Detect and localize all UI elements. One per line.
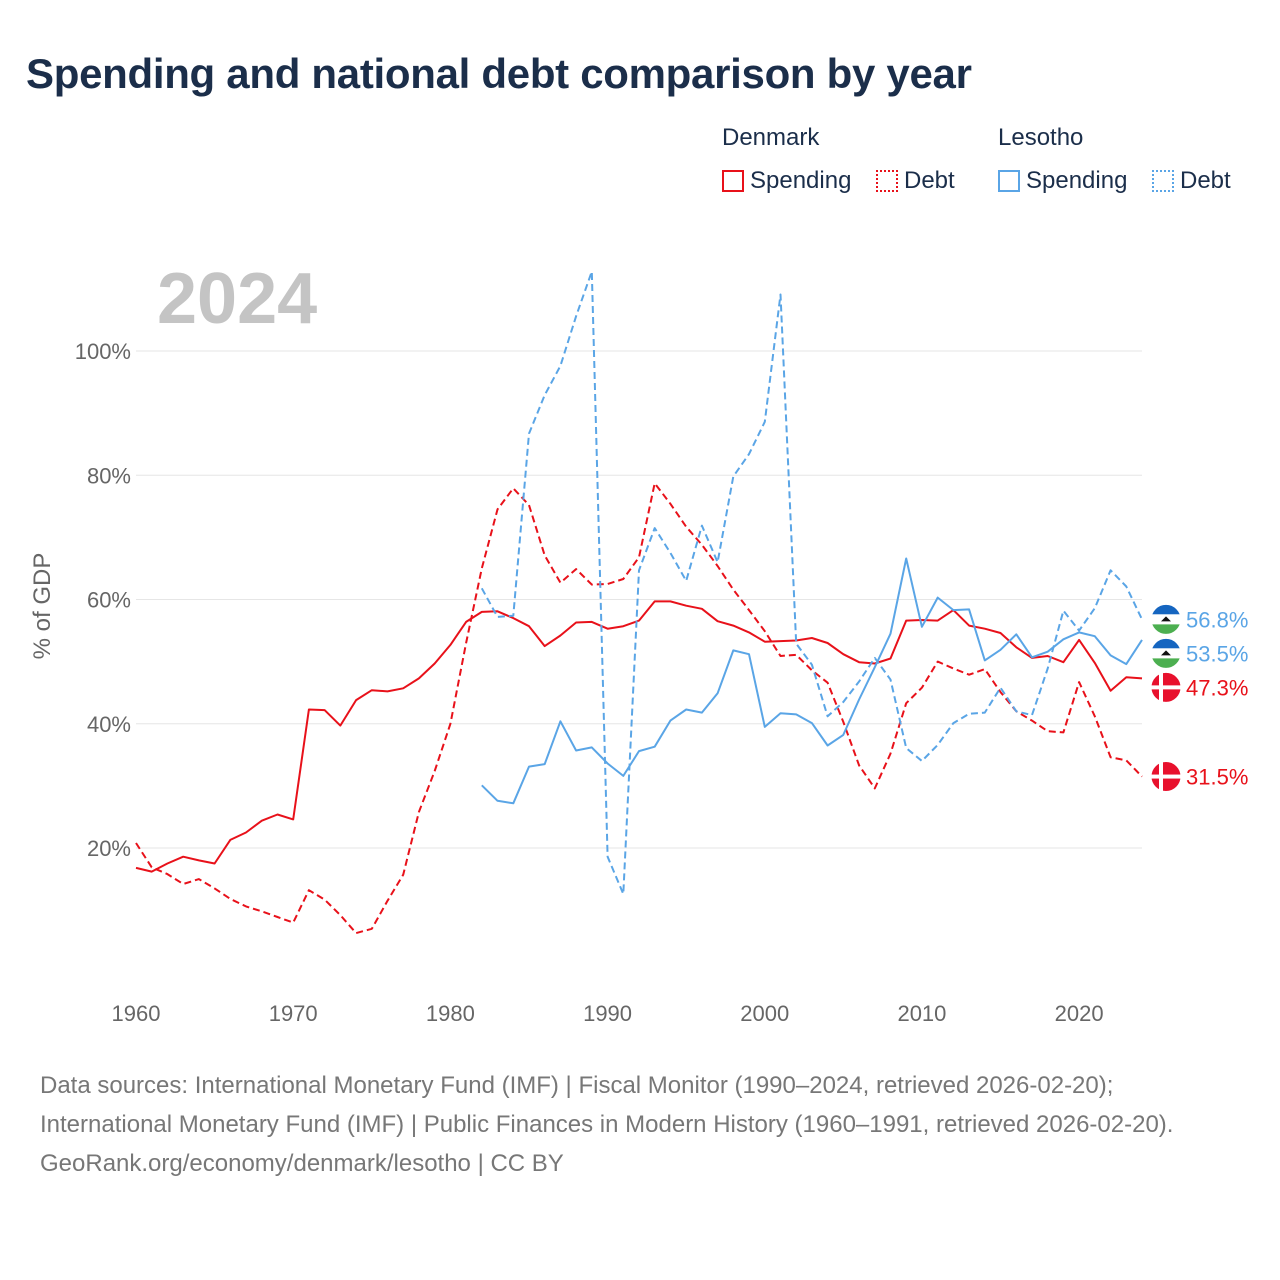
x-tick-label: 1990 <box>583 1001 632 1026</box>
legend-title-denmark: Denmark <box>722 124 820 151</box>
x-tick-label: 2000 <box>740 1001 789 1026</box>
x-tick-label: 1970 <box>269 1001 318 1026</box>
legend-swatch-dotted <box>1152 170 1174 192</box>
lesotho-flag-icon <box>1150 637 1182 669</box>
line-chart: 2024 % of GDP 20%40%60%80%100% 1960 1970 1… <box>29 259 1248 1026</box>
legend-swatch-solid <box>722 170 744 192</box>
legend-denmark-debt[interactable]: Debt <box>876 166 955 196</box>
y-tick-label: 100% <box>75 339 131 364</box>
year-watermark: 2024 <box>157 259 317 339</box>
x-tick-label: 2020 <box>1055 1001 1104 1026</box>
credit-link[interactable]: GeoRank.org/economy/denmark/lesotho | CC… <box>40 1150 564 1177</box>
x-tick-label: 2010 <box>897 1001 946 1026</box>
denmark-flag-icon <box>1150 671 1182 703</box>
gridlines <box>136 350 1142 849</box>
y-tick-label: 60% <box>87 588 131 613</box>
series-line-lesotho-debt[interactable] <box>480 270 1143 895</box>
x-tick-label: 1960 <box>112 1001 161 1026</box>
series-line-lesotho-spending[interactable] <box>481 557 1143 805</box>
series-lines <box>135 270 1143 935</box>
end-value-label: 47.3% <box>1186 675 1248 700</box>
end-value-label: 56.8% <box>1186 607 1248 632</box>
legend-denmark-spending[interactable]: Spending <box>722 166 851 196</box>
x-axis: 1960 1970 1980 1990 2000 2010 2020 <box>112 1001 1104 1026</box>
legend-swatch-dotted <box>876 170 898 192</box>
chart-title: Spending and national debt comparison by… <box>26 50 972 97</box>
y-tick-label: 80% <box>87 463 131 488</box>
series-line-denmark-debt[interactable] <box>135 482 1143 935</box>
lesotho-flag-icon <box>1150 603 1182 635</box>
data-sources: Data sources: International Monetary Fun… <box>40 1072 1174 1138</box>
legend-label: Debt <box>904 167 955 194</box>
legend-lesotho-spending[interactable]: Spending <box>998 166 1127 196</box>
denmark-flag-icon <box>1150 761 1182 793</box>
legend-label: Spending <box>1026 167 1128 194</box>
legend-title-lesotho: Lesotho <box>998 124 1084 151</box>
series-line-denmark-spending[interactable] <box>135 600 1143 873</box>
legend-swatch-solid <box>998 170 1020 192</box>
y-axis-label: % of GDP <box>29 553 56 660</box>
end-value-label: 31.5% <box>1186 765 1248 790</box>
legend-lesotho-debt[interactable]: Debt <box>1152 166 1231 196</box>
y-tick-label: 20% <box>87 836 131 861</box>
x-tick-label: 1980 <box>426 1001 475 1026</box>
footer: Data sources: International Monetary Fun… <box>40 1066 1250 1183</box>
y-tick-label: 40% <box>87 712 131 737</box>
legend-label: Debt <box>1180 167 1231 194</box>
end-labels: 56.8% 53.5% 47.3% 31.5% <box>1150 603 1248 793</box>
y-axis: 20% 40% 60% 80% 100% <box>75 339 131 861</box>
end-value-label: 53.5% <box>1186 641 1248 666</box>
legend-label: Spending <box>750 167 852 194</box>
